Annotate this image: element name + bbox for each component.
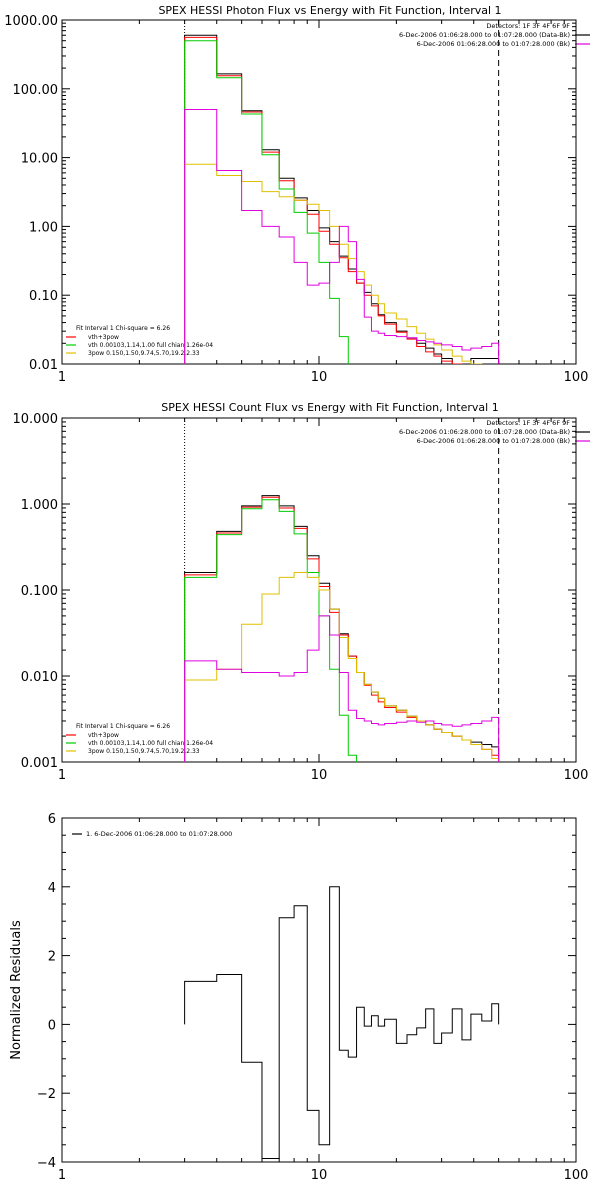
photon-legend-fit: Fit Interval 1 Chi-square = 6.26 xyxy=(76,325,170,332)
count-y-tick-label: 0.001 xyxy=(21,756,58,771)
photon-y-axis: 0.01 0.10 1.00 10.00 100.00 1000.00 xyxy=(4,14,576,373)
residuals-ylabel: Normalized Residuals xyxy=(9,920,24,1060)
residuals-x-axis: 1 10 100 xyxy=(58,818,589,1183)
photon-y-tick-label: 1.00 xyxy=(29,220,58,235)
count-legend-vth: vth 0.00103,1.14,1.00 full chian 1.26e-0… xyxy=(88,740,213,747)
count-legend-3pow: 3pow 0.150,1.50,9.74,5.70,19.2,2.33 xyxy=(88,748,200,755)
photon-legend-data-bk: 6-Dec-2006 01:06:28.000 to 01:07:28.000 … xyxy=(399,31,570,39)
photon-series-4 xyxy=(184,109,500,364)
residuals-x-tick-label: 10 xyxy=(311,1168,328,1183)
residuals-y-tick-label: −4 xyxy=(37,1156,56,1171)
count-legend-left: Fit Interval 1 Chi-square = 6.26 vth+3po… xyxy=(66,723,213,755)
residuals-x-tick-label: 100 xyxy=(564,1168,589,1183)
count-series-2 xyxy=(184,499,358,762)
photon-x-tick-label: 10 xyxy=(311,370,328,385)
count-legend-right: Detectors: 1F 3F 4F 6F 9F 6-Dec-2006 01:… xyxy=(399,419,590,445)
residuals-y-tick-label: 0 xyxy=(48,1018,56,1033)
residuals-series-group xyxy=(184,886,500,1160)
photon-flux-panel: SPEX HESSI Photon Flux vs Energy with Fi… xyxy=(4,4,590,385)
photon-y-tick-label: 10.00 xyxy=(21,152,58,167)
photon-flux-title: SPEX HESSI Photon Flux vs Energy with Fi… xyxy=(158,4,501,17)
photon-y-tick-label: 0.01 xyxy=(29,358,58,373)
count-flux-title: SPEX HESSI Count Flux vs Energy with Fit… xyxy=(161,401,498,414)
count-series-4 xyxy=(184,615,500,762)
photon-series-group xyxy=(184,34,500,364)
residuals-y-tick-label: 2 xyxy=(48,950,56,965)
photon-y-tick-label: 1000.00 xyxy=(4,14,58,29)
photon-legend-detectors: Detectors: 1F 3F 4F 6F 9F xyxy=(486,22,570,30)
count-legend-data-bk: 6-Dec-2006 01:06:28.000 to 01:07:28.000 … xyxy=(399,428,570,436)
photon-series-2 xyxy=(184,40,349,364)
count-series-1 xyxy=(184,496,500,762)
residuals-y-axis: −4 −2 0 2 4 6 xyxy=(37,812,576,1171)
count-legend-model: vth+3pow xyxy=(88,732,119,739)
photon-series-3 xyxy=(184,163,483,364)
photon-y-tick-label: 100.00 xyxy=(13,83,59,98)
count-y-tick-label: 10.000 xyxy=(13,412,59,427)
photon-x-tick-label: 1 xyxy=(58,370,66,385)
residuals-legend: 1. 6-Dec-2006 01:06:28.000 to 01:07:28.0… xyxy=(72,830,232,838)
photon-legend-right: Detectors: 1F 3F 4F 6F 9F 6-Dec-2006 01:… xyxy=(399,22,590,48)
residuals-series-0 xyxy=(184,886,500,1160)
residuals-x-tick-label: 1 xyxy=(58,1168,66,1183)
photon-series-1 xyxy=(184,36,463,364)
count-y-tick-label: 0.010 xyxy=(21,670,58,685)
count-legend-fit: Fit Interval 1 Chi-square = 6.26 xyxy=(76,723,170,730)
photon-y-tick-label: 0.10 xyxy=(29,289,58,304)
count-legend-bk: 6-Dec-2006 01:06:28.000 to 01:07:28.000 … xyxy=(417,437,570,445)
photon-legend-3pow: 3pow 0.150,1.50,9.74,5.70,19.2,2.33 xyxy=(88,350,200,357)
photon-x-tick-label: 100 xyxy=(564,370,589,385)
photon-legend-bk: 6-Dec-2006 01:06:28.000 to 01:07:28.000 … xyxy=(417,40,570,48)
count-y-tick-label: 0.100 xyxy=(21,584,58,599)
count-series-0 xyxy=(184,495,500,762)
count-x-tick-label: 10 xyxy=(311,768,328,783)
photon-legend-left: Fit Interval 1 Chi-square = 6.26 vth+3po… xyxy=(66,325,213,357)
residuals-y-tick-label: −2 xyxy=(37,1087,56,1102)
count-y-axis: 0.001 0.010 0.100 1.000 10.000 xyxy=(13,412,576,771)
count-series-3 xyxy=(184,571,500,762)
residuals-panel: Normalized Residuals 1. 6-Dec-2006 01:06… xyxy=(9,812,588,1183)
residuals-y-tick-label: 6 xyxy=(48,812,56,827)
photon-legend-model: vth+3pow xyxy=(88,334,119,341)
count-y-tick-label: 1.000 xyxy=(21,498,58,513)
photon-series-0 xyxy=(184,34,500,364)
residuals-y-tick-label: 4 xyxy=(48,881,56,896)
count-x-tick-label: 100 xyxy=(564,768,589,783)
residuals-legend-label: 1. 6-Dec-2006 01:06:28.000 to 01:07:28.0… xyxy=(86,830,232,838)
count-flux-panel: SPEX HESSI Count Flux vs Energy with Fit… xyxy=(13,401,590,783)
photon-legend-vth: vth 0.00103,1.14,1.00 full chian 1.26e-0… xyxy=(88,342,213,349)
count-x-tick-label: 1 xyxy=(58,768,66,783)
count-legend-detectors: Detectors: 1F 3F 4F 6F 9F xyxy=(486,419,570,427)
count-series-group xyxy=(184,495,500,762)
